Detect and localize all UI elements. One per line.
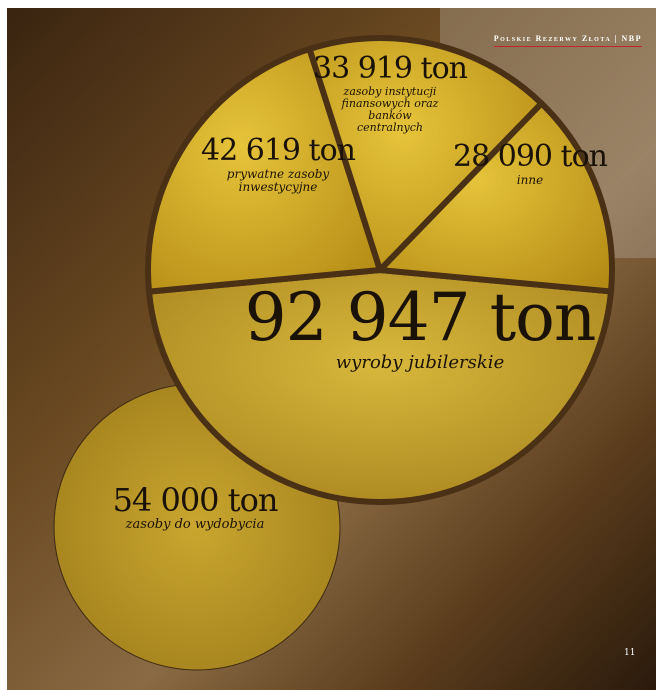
value-label: 28 090 ton <box>453 139 608 174</box>
value-label: 54 000 ton <box>112 481 279 519</box>
slice-label: 42 619 ton prywatne zasoby inwestycyjne <box>201 133 356 195</box>
pie-slice <box>145 45 383 295</box>
category-label: wyroby jubilerskie <box>335 352 505 373</box>
pie-slice <box>377 100 615 295</box>
category-label: zasoby instytucji finansowych oraz bankó… <box>341 85 439 135</box>
page-number: 11 <box>624 648 636 658</box>
slice-label: 33 919 ton zasoby instytucji finansowych … <box>313 51 468 135</box>
category-label: inne <box>516 173 544 187</box>
value-label: 92 947 ton <box>244 279 597 356</box>
slice-label: 92 947 ton wyroby jubilerskie <box>244 279 597 373</box>
slice-label: 54 000 ton zasoby do wydobycia <box>95 484 295 532</box>
category-label: prywatne zasoby inwestycyjne <box>226 167 330 195</box>
pie-slice <box>146 267 615 505</box>
header: Polskie Rezerwy Złota | NBP <box>493 34 642 47</box>
category-label: zasoby do wydobycia <box>125 517 265 532</box>
pie-slice <box>306 35 545 273</box>
value-label: 33 919 ton <box>313 51 468 86</box>
slice-label: 28 090 ton inne <box>453 139 608 187</box>
value-label: 42 619 ton <box>201 133 356 168</box>
